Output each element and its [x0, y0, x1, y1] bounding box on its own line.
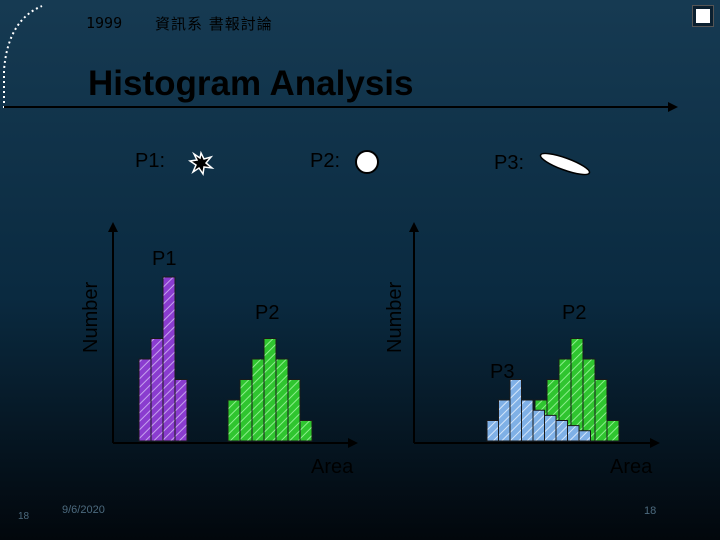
right-p3-bar-0: [486, 420, 499, 442]
left-p1-bar-0: [138, 358, 152, 442]
right-p2-bar-4: [582, 358, 596, 442]
right-chart-axes: [409, 222, 660, 448]
left-p2-bar-6: [299, 420, 313, 442]
right-p3-bar-4: [532, 409, 545, 442]
right-p2-bar-6: [606, 420, 620, 442]
right-p3-bar-3: [521, 399, 534, 442]
page-number: 18: [644, 505, 657, 517]
header-department: 資訊系 書報討論: [155, 15, 273, 33]
right-chart-annotation-p3: P3: [490, 361, 515, 383]
right-chart-annotation-p2: P2: [562, 302, 587, 324]
left-chart-annotation-p2: P2: [255, 302, 280, 324]
left-chart-annotation-p1: P1: [152, 248, 177, 270]
left-p1-bar-3: [174, 379, 188, 442]
left-p2-bar-0: [227, 399, 241, 442]
starburst-particle-icon: [187, 150, 215, 177]
corner-arc-decoration: [3, 5, 43, 108]
slide-number: 18: [18, 511, 30, 522]
slide-date: 9/6/2020: [62, 504, 105, 516]
right-p3-bar-1: [498, 399, 511, 442]
left-p2-bar-5: [287, 379, 301, 442]
right-p3-bar-5: [544, 414, 557, 442]
right-p3-bar-8: [578, 430, 591, 442]
header-rule-arrow-icon: [668, 102, 678, 112]
particle-p1-label: P1:: [135, 150, 166, 172]
right-chart-bars: [486, 338, 620, 442]
left-chart-axes: [108, 222, 358, 448]
right-chart-xlabel: Area: [610, 456, 653, 478]
left-chart-xlabel: Area: [311, 456, 354, 478]
slide-nav-button[interactable]: [692, 5, 714, 27]
left-chart-bars: [138, 276, 313, 442]
left-p2-bar-2: [251, 358, 265, 442]
right-p3-bar-2: [509, 379, 522, 442]
left-p1-bar-2: [162, 276, 176, 442]
particle-p2-label: P2:: [310, 150, 341, 172]
ellipse-particle-icon: [539, 152, 591, 176]
left-p2-bar-1: [239, 379, 253, 442]
header-year: 1999: [86, 14, 123, 32]
slide-title: Histogram Analysis: [88, 64, 414, 103]
right-p3-bar-7: [567, 425, 580, 442]
circle-particle-icon: [355, 150, 379, 174]
particle-p3-label: P3:: [494, 152, 525, 174]
left-p2-bar-3: [263, 338, 277, 442]
right-p2-bar-5: [594, 379, 608, 442]
left-p2-bar-4: [275, 358, 289, 442]
right-p3-bar-6: [555, 420, 568, 442]
left-p1-bar-1: [150, 338, 164, 442]
